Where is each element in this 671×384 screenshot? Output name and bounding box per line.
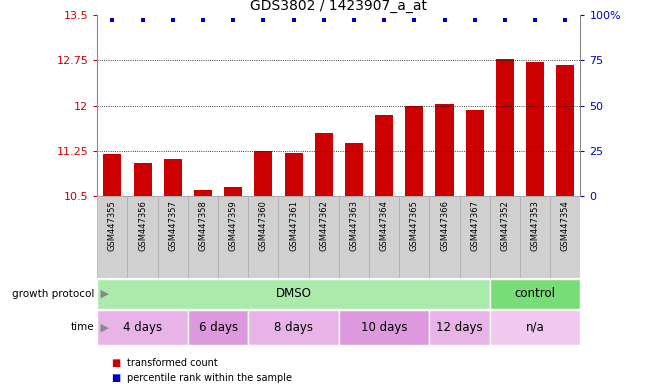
Bar: [248, 196, 278, 278]
Bar: [194, 190, 212, 196]
Bar: [97, 196, 127, 278]
Text: GSM447357: GSM447357: [168, 200, 177, 251]
Point: [289, 17, 299, 23]
Bar: [466, 111, 484, 196]
Text: GSM447364: GSM447364: [380, 200, 389, 251]
Bar: [550, 196, 580, 278]
Point: [318, 17, 329, 23]
Text: GSM447355: GSM447355: [108, 200, 117, 251]
Bar: [278, 196, 309, 278]
Bar: [526, 62, 544, 196]
Text: transformed count: transformed count: [127, 358, 218, 368]
Bar: [127, 196, 158, 278]
Text: 6 days: 6 days: [199, 321, 238, 334]
Bar: [556, 65, 574, 196]
Text: GSM447365: GSM447365: [410, 200, 419, 251]
Bar: [315, 133, 333, 196]
Text: GSM447366: GSM447366: [440, 200, 449, 251]
Point: [409, 17, 420, 23]
Text: GSM447360: GSM447360: [259, 200, 268, 251]
Bar: [429, 196, 460, 278]
Text: 12 days: 12 days: [436, 321, 483, 334]
Bar: [490, 279, 580, 308]
Bar: [345, 143, 363, 196]
Text: ▶: ▶: [97, 322, 109, 333]
Point: [378, 17, 389, 23]
Bar: [435, 104, 454, 196]
Point: [439, 17, 450, 23]
Text: DMSO: DMSO: [276, 287, 311, 300]
Point: [137, 17, 148, 23]
Text: 10 days: 10 days: [361, 321, 407, 334]
Bar: [429, 310, 490, 345]
Text: GSM447367: GSM447367: [470, 200, 479, 251]
Bar: [490, 310, 580, 345]
Bar: [490, 196, 520, 278]
Point: [560, 17, 570, 23]
Text: growth protocol: growth protocol: [11, 289, 94, 299]
Bar: [405, 106, 423, 196]
Bar: [339, 196, 369, 278]
Text: GSM447361: GSM447361: [289, 200, 298, 251]
Text: time: time: [70, 322, 94, 333]
Bar: [496, 59, 514, 196]
Bar: [520, 196, 550, 278]
Bar: [248, 310, 339, 345]
Text: n/a: n/a: [526, 321, 544, 334]
Text: 4 days: 4 days: [123, 321, 162, 334]
Point: [107, 17, 118, 23]
Bar: [309, 196, 339, 278]
Bar: [285, 152, 303, 196]
Text: ■: ■: [111, 358, 120, 368]
Bar: [369, 196, 399, 278]
Text: GSM447356: GSM447356: [138, 200, 147, 251]
Text: control: control: [515, 287, 556, 300]
Bar: [375, 115, 393, 196]
Bar: [188, 196, 218, 278]
Point: [167, 17, 178, 23]
Point: [470, 17, 480, 23]
Text: GSM447363: GSM447363: [350, 200, 358, 251]
Bar: [218, 196, 248, 278]
Point: [197, 17, 208, 23]
Point: [349, 17, 360, 23]
Bar: [188, 310, 248, 345]
Text: 8 days: 8 days: [274, 321, 313, 334]
Text: ▶: ▶: [97, 289, 109, 299]
Bar: [254, 151, 272, 196]
Bar: [97, 279, 490, 308]
Text: GSM447353: GSM447353: [531, 200, 539, 251]
Bar: [399, 196, 429, 278]
Text: GSM447358: GSM447358: [199, 200, 207, 251]
Bar: [224, 187, 242, 196]
Text: GSM447362: GSM447362: [319, 200, 328, 251]
Text: GSM447354: GSM447354: [561, 200, 570, 251]
Bar: [97, 310, 188, 345]
Text: ■: ■: [111, 373, 120, 383]
Bar: [339, 310, 429, 345]
Point: [529, 17, 540, 23]
Point: [258, 17, 268, 23]
Point: [227, 17, 239, 23]
Text: percentile rank within the sample: percentile rank within the sample: [127, 373, 293, 383]
Bar: [460, 196, 490, 278]
Bar: [158, 196, 188, 278]
Point: [499, 17, 511, 23]
Title: GDS3802 / 1423907_a_at: GDS3802 / 1423907_a_at: [250, 0, 427, 13]
Bar: [103, 154, 121, 196]
Text: GSM447359: GSM447359: [229, 200, 238, 251]
Bar: [164, 159, 182, 196]
Bar: [134, 163, 152, 196]
Text: GSM447352: GSM447352: [501, 200, 509, 251]
